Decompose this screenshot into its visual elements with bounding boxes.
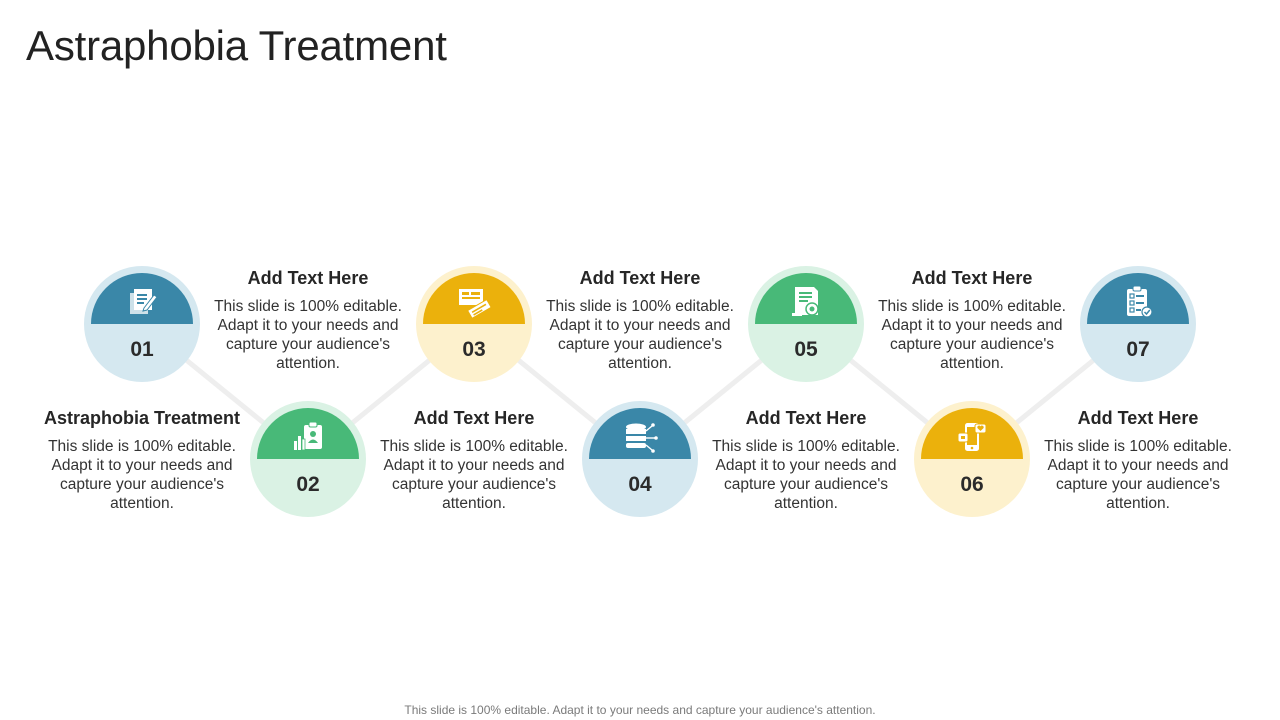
step-number: 04 bbox=[628, 473, 652, 496]
step-heading: Add Text Here bbox=[911, 268, 1033, 288]
step-02-circle: 02 bbox=[250, 401, 366, 517]
step-body: This slide is 100% editable. Adapt it to… bbox=[546, 298, 734, 372]
step-03-text: Add Text Here This slide is 100% editabl… bbox=[208, 268, 408, 373]
step-number: 03 bbox=[462, 338, 486, 361]
step-02-text: Add Text Here This slide is 100% editabl… bbox=[374, 408, 574, 513]
notes-pencil-icon bbox=[130, 288, 158, 314]
step-body: This slide is 100% editable. Adapt it to… bbox=[712, 438, 900, 512]
step-04-text: Add Text Here This slide is 100% editabl… bbox=[706, 408, 906, 513]
step-body: This slide is 100% editable. Adapt it to… bbox=[48, 438, 236, 512]
step-05-circle: 05 bbox=[748, 266, 864, 382]
step-heading: Add Text Here bbox=[247, 268, 369, 288]
step-heading: Add Text Here bbox=[579, 268, 701, 288]
document-gear-icon bbox=[792, 286, 819, 316]
step-07-circle: 07 bbox=[1080, 266, 1196, 382]
step-number: 01 bbox=[130, 338, 154, 361]
step-number: 05 bbox=[794, 338, 818, 361]
step-number: 02 bbox=[296, 473, 320, 496]
step-heading: Add Text Here bbox=[745, 408, 867, 428]
slide-footer: This slide is 100% editable. Adapt it to… bbox=[404, 703, 876, 717]
step-01-text: Astraphobia Treatment This slide is 100%… bbox=[42, 408, 242, 513]
slide-title: Astraphobia Treatment bbox=[26, 22, 447, 69]
step-06-text: Add Text Here This slide is 100% editabl… bbox=[1038, 408, 1238, 513]
step-heading: Add Text Here bbox=[1077, 408, 1199, 428]
step-06-circle: 06 bbox=[914, 401, 1030, 517]
step-body: This slide is 100% editable. Adapt it to… bbox=[380, 438, 568, 512]
step-04-circle: 04 bbox=[582, 401, 698, 517]
clipboard-chart-icon bbox=[294, 421, 322, 450]
mobile-social-icon bbox=[957, 422, 987, 451]
step-body: This slide is 100% editable. Adapt it to… bbox=[878, 298, 1066, 372]
step-number: 06 bbox=[960, 473, 984, 496]
tickets-icon bbox=[459, 288, 492, 319]
step-01-circle: 01 bbox=[84, 266, 200, 382]
step-03-circle: 03 bbox=[416, 266, 532, 382]
step-body: This slide is 100% editable. Adapt it to… bbox=[1044, 438, 1232, 512]
step-body: This slide is 100% editable. Adapt it to… bbox=[214, 298, 402, 372]
step-05-text: Add Text Here This slide is 100% editabl… bbox=[540, 268, 740, 373]
step-heading: Add Text Here bbox=[413, 408, 535, 428]
step-07-text: Add Text Here This slide is 100% editabl… bbox=[872, 268, 1072, 373]
step-heading: Astraphobia Treatment bbox=[43, 408, 241, 428]
checklist-icon bbox=[1127, 285, 1153, 318]
database-network-icon bbox=[626, 422, 658, 453]
step-number: 07 bbox=[1126, 338, 1150, 361]
